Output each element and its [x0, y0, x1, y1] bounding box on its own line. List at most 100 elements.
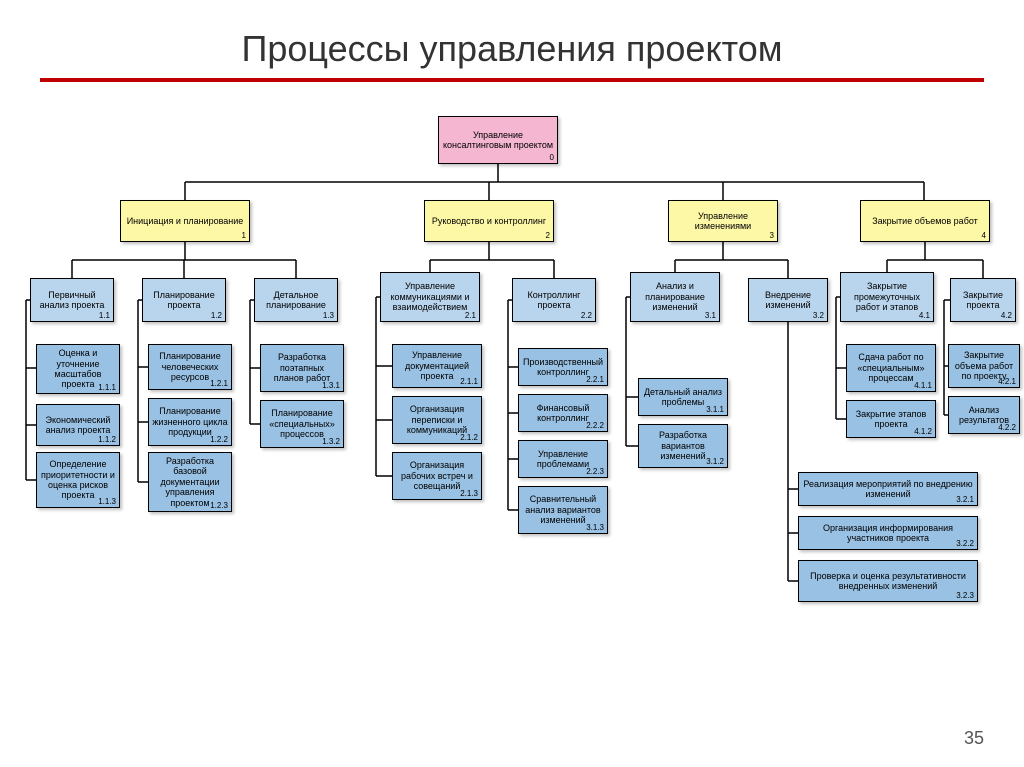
level3-box-15: Детальный анализ проблемы3.1.1 — [638, 378, 728, 416]
box-code: 2.1.1 — [460, 377, 478, 386]
box-code: 4 — [982, 231, 986, 240]
box-code: 3.1 — [705, 311, 716, 320]
box-code: 4.1.2 — [914, 427, 932, 436]
level3-box-21: Реализация мероприятий по внедрению изме… — [798, 472, 978, 506]
box-code: 3.2.1 — [956, 495, 974, 504]
box-label: Первичный анализ проекта — [34, 290, 110, 311]
level3-box-22: Организация информирования участников пр… — [798, 516, 978, 550]
box-code: 3.1.3 — [586, 523, 604, 532]
level2-box-1: Планирование проекта1.2 — [142, 278, 226, 322]
title-underline — [40, 78, 984, 82]
level3-box-8: Управление документацией проекта2.1.1 — [392, 344, 482, 388]
level3-box-11: Производственный контроллинг2.2.1 — [518, 348, 608, 386]
level3-box-16: Разработка вариантов изменений3.1.2 — [638, 424, 728, 468]
level2-box-8: Закрытие проекта4.2 — [950, 278, 1016, 322]
level3-box-2: Определение приоритетности и оценка риск… — [36, 452, 120, 508]
level3-box-4: Планирование жизненного цикла продукции1… — [148, 398, 232, 446]
page-title: Процессы управления проектом — [0, 0, 1024, 78]
level3-box-19: Закрытие объема работ по проекту4.2.1 — [948, 344, 1020, 388]
box-code: 2.1.3 — [460, 489, 478, 498]
box-label: Планирование проекта — [146, 290, 222, 311]
box-code: 2.2 — [581, 311, 592, 320]
level2-box-3: Управление коммуникациями и взаимодейств… — [380, 272, 480, 322]
level3-box-0: Оценка и уточнение масштабов проекта1.1.… — [36, 344, 120, 394]
box-code: 2.2.1 — [586, 375, 604, 384]
box-label: Управление коммуникациями и взаимодейств… — [384, 281, 476, 312]
level2-box-4: Контроллинг проекта2.2 — [512, 278, 596, 322]
level3-box-12: Финансовый контроллинг2.2.2 — [518, 394, 608, 432]
box-code: 1.3 — [323, 311, 334, 320]
box-code: 4.2 — [1001, 311, 1012, 320]
box-code: 3.2 — [813, 311, 824, 320]
box-code: 1.1.3 — [98, 497, 116, 506]
box-label: Планирование жизненного цикла продукции — [152, 406, 228, 437]
box-code: 2.1.2 — [460, 433, 478, 442]
box-label: Сдача работ по «специальным» процессам — [850, 352, 932, 383]
box-code: 1.1.2 — [98, 435, 116, 444]
box-label: Руководство и контроллинг — [428, 216, 550, 226]
box-code: 3.1.2 — [706, 457, 724, 466]
level3-box-10: Организация рабочих встреч и совещаний2.… — [392, 452, 482, 500]
box-code: 2 — [546, 231, 550, 240]
box-code: 1.2.2 — [210, 435, 228, 444]
level3-box-5: Разработка базовой документации управлен… — [148, 452, 232, 512]
level3-box-9: Организация переписки и коммуникаций2.1.… — [392, 396, 482, 444]
box-label: Организация рабочих встреч и совещаний — [396, 460, 478, 491]
level1-box-3: Закрытие объемов работ 4 — [860, 200, 990, 242]
level3-box-17: Сдача работ по «специальным» процессам4.… — [846, 344, 936, 392]
level2-box-6: Внедрение изменений3.2 — [748, 278, 828, 322]
level2-box-2: Детальное планирование1.3 — [254, 278, 338, 322]
box-label: Реализация мероприятий по внедрению изме… — [802, 479, 974, 500]
level3-box-18: Закрытие этапов проекта4.1.2 — [846, 400, 936, 438]
box-label: Внедрение изменений — [752, 290, 824, 311]
box-label: Управление изменениями — [672, 211, 774, 232]
box-label: Контроллинг проекта — [516, 290, 592, 311]
box-label: Определение приоритетности и оценка риск… — [40, 459, 116, 500]
level1-box-1: Руководство и контроллинг 2 — [424, 200, 554, 242]
box-label: Анализ и планирование изменений — [634, 281, 716, 312]
level1-box-0: Инициация и планирование 1 — [120, 200, 250, 242]
box-code: 1.3.1 — [322, 381, 340, 390]
level3-box-14: Сравнительный анализ вариантов изменений… — [518, 486, 608, 534]
level3-box-7: Планирование «специальных» процессов1.3.… — [260, 400, 344, 448]
level2-box-5: Анализ и планирование изменений3.1 — [630, 272, 720, 322]
box-code: 2.1 — [465, 311, 476, 320]
level3-box-1: Экономический анализ проекта1.1.2 — [36, 404, 120, 446]
box-code: 3 — [770, 231, 774, 240]
box-code: 3.1.1 — [706, 405, 724, 414]
box-code: 1 — [242, 231, 246, 240]
box-code: 2.2.2 — [586, 421, 604, 430]
box-label: Сравнительный анализ вариантов изменений — [522, 494, 604, 525]
box-code: 3.2.3 — [956, 591, 974, 600]
box-code: 1.2.1 — [210, 379, 228, 388]
box-code: 1.2.3 — [210, 501, 228, 510]
box-label: Закрытие объемов работ — [864, 216, 986, 226]
box-label: Проверка и оценка результативности внедр… — [802, 571, 974, 592]
box-label: Закрытие проекта — [954, 290, 1012, 311]
box-label: Управление консалтинговым проектом — [442, 130, 554, 151]
box-label: Организация информирования участников пр… — [802, 523, 974, 544]
box-label: Инициация и планирование — [124, 216, 246, 226]
box-code: 1.1 — [99, 311, 110, 320]
box-code: 4.1.1 — [914, 381, 932, 390]
box-code: 1.2 — [211, 311, 222, 320]
box-code: 2.2.3 — [586, 467, 604, 476]
box-code: 1.1.1 — [98, 383, 116, 392]
level3-box-20: Анализ результатов4.2.2 — [948, 396, 1020, 434]
level1-box-2: Управление изменениями3 — [668, 200, 778, 242]
box-code: 4.2.2 — [998, 423, 1016, 432]
root-box: Управление консалтинговым проектом 0 — [438, 116, 558, 164]
box-code: 0 — [550, 153, 554, 162]
box-code: 3.2.2 — [956, 539, 974, 548]
level2-box-0: Первичный анализ проекта1.1 — [30, 278, 114, 322]
level2-box-7: Закрытие промежуточных работ и этапов4.1 — [840, 272, 934, 322]
box-label: Закрытие промежуточных работ и этапов — [844, 281, 930, 312]
level3-box-3: Планирование человеческих ресурсов1.2.1 — [148, 344, 232, 390]
box-code: 4.1 — [919, 311, 930, 320]
level3-box-6: Разработка поэтапных планов работ1.3.1 — [260, 344, 344, 392]
level3-box-13: Управление проблемами2.2.3 — [518, 440, 608, 478]
box-label: Экономический анализ проекта — [40, 415, 116, 436]
level3-box-23: Проверка и оценка результативности внедр… — [798, 560, 978, 602]
box-code: 4.2.1 — [998, 377, 1016, 386]
box-label: Планирование «специальных» процессов — [264, 408, 340, 439]
